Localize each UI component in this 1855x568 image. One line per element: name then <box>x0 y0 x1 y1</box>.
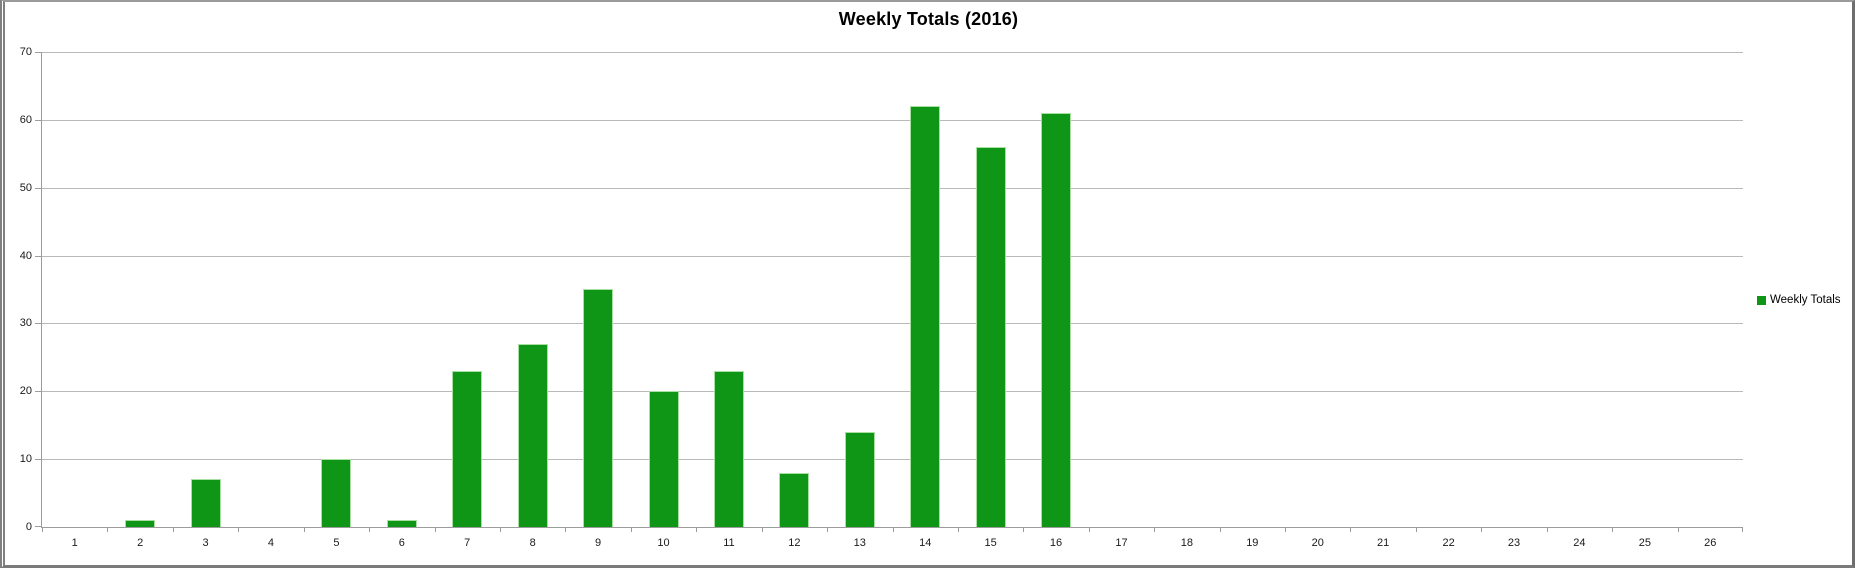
x-axis-tick <box>369 527 370 532</box>
bar-week-15[interactable] <box>975 147 1006 527</box>
x-axis-tick <box>893 527 894 532</box>
x-axis-tick-label: 9 <box>595 537 602 549</box>
x-axis-tick-label: 15 <box>984 537 997 549</box>
x-axis-tick <box>696 527 697 532</box>
legend-label: Weekly Totals <box>1770 294 1841 306</box>
y-axis-tick-label: 50 <box>19 182 32 194</box>
x-axis-tick <box>107 527 108 532</box>
y-axis-tick <box>35 256 42 257</box>
bar-week-5[interactable] <box>321 459 352 527</box>
x-axis-tick <box>827 527 828 532</box>
x-axis-tick <box>1285 527 1286 532</box>
x-axis-tick-label: 22 <box>1442 537 1455 549</box>
bar-week-13[interactable] <box>844 432 875 527</box>
x-axis-tick-label: 25 <box>1638 537 1651 549</box>
y-axis-tick <box>35 120 42 121</box>
y-axis-tick <box>35 188 42 189</box>
x-axis-tick-label: 16 <box>1049 537 1063 549</box>
x-axis-tick <box>762 527 763 532</box>
y-axis-tick-label: 70 <box>19 46 32 58</box>
x-axis-tick-label: 4 <box>267 537 275 549</box>
x-axis-tick-label: 12 <box>788 537 801 549</box>
x-axis-tick-label: 8 <box>529 537 536 549</box>
x-axis-tick-label: 24 <box>1573 537 1586 549</box>
legend-swatch-icon <box>1757 295 1766 305</box>
y-axis-tick <box>35 391 42 392</box>
x-axis-tick-label: 21 <box>1377 537 1390 549</box>
x-axis-tick <box>1678 527 1679 532</box>
y-axis-tick <box>35 459 42 460</box>
x-axis-tick <box>42 527 43 532</box>
x-axis-tick <box>631 527 632 532</box>
bar-week-6[interactable] <box>386 520 417 527</box>
x-axis-tick-label: 5 <box>333 537 340 549</box>
x-axis-tick-label: 7 <box>464 537 471 549</box>
gridline <box>42 188 1743 189</box>
x-axis-tick <box>173 527 174 532</box>
bar-week-2[interactable] <box>125 520 156 527</box>
y-axis-tick-label: 60 <box>19 114 32 126</box>
chart-title: Weekly Totals (2016) <box>838 9 1019 29</box>
x-axis-tick <box>238 527 239 532</box>
bar-week-7[interactable] <box>452 371 483 527</box>
gridline <box>42 323 1743 324</box>
x-axis-tick-label: 10 <box>657 537 670 549</box>
x-axis-tick <box>1481 527 1482 532</box>
gridline <box>42 120 1743 121</box>
gridline <box>42 459 1743 460</box>
gridline <box>42 391 1743 392</box>
y-axis-tick <box>35 526 42 527</box>
y-axis-tick-label: 0 <box>25 521 32 533</box>
bar-week-11[interactable] <box>713 371 744 527</box>
y-axis-tick-label: 20 <box>19 385 32 397</box>
x-axis-tick <box>1089 527 1090 532</box>
x-axis-tick <box>1154 527 1155 532</box>
x-axis-tick-label: 14 <box>919 537 932 549</box>
x-axis-tick <box>958 527 959 532</box>
x-axis-tick-label: 6 <box>398 537 405 549</box>
x-axis-tick-label: 20 <box>1311 537 1324 549</box>
x-axis-tick <box>304 527 305 532</box>
x-axis-tick <box>1416 527 1417 532</box>
gridline <box>42 52 1743 53</box>
x-axis-tick-label: 13 <box>853 537 866 549</box>
x-axis-tick-label: 26 <box>1704 537 1717 549</box>
bar-week-3[interactable] <box>190 479 221 527</box>
y-axis-tick-label: 40 <box>19 250 32 262</box>
x-axis-tick <box>1742 527 1743 532</box>
x-axis-tick <box>1547 527 1548 532</box>
x-axis-tick <box>500 527 501 532</box>
x-axis-tick-label: 3 <box>202 537 209 549</box>
bar-week-16[interactable] <box>1041 113 1072 527</box>
x-axis-tick <box>435 527 436 532</box>
y-axis-tick <box>35 52 42 53</box>
y-axis-tick-label: 30 <box>19 317 32 329</box>
y-axis-tick-label: 10 <box>19 453 32 465</box>
plot-area: 0 10 20 30 40 50 60 70 1 2 3 4 5 6 7 8 9 10 11 12 13 14 15 16 17… <box>20 46 1743 549</box>
x-axis-tick-label: 1 <box>71 537 78 549</box>
x-axis-tick-label: 2 <box>137 537 144 549</box>
x-axis-tick <box>1023 527 1024 532</box>
x-axis-tick <box>1612 527 1613 532</box>
bar-week-10[interactable] <box>648 391 679 527</box>
x-axis-tick-label: 19 <box>1246 537 1259 549</box>
x-axis-tick-label: 17 <box>1115 537 1128 549</box>
bar-week-8[interactable] <box>517 344 548 527</box>
bar-week-9[interactable] <box>583 289 614 527</box>
x-axis-tick <box>1220 527 1221 532</box>
legend[interactable]: Weekly Totals <box>1757 294 1841 306</box>
bar-week-14[interactable] <box>910 106 941 527</box>
x-axis-tick-label: 23 <box>1507 537 1521 549</box>
y-axis-tick <box>35 323 42 324</box>
x-axis-tick <box>565 527 566 532</box>
x-axis-tick-label: 11 <box>723 537 735 549</box>
x-axis-tick <box>1350 527 1351 532</box>
gridline <box>42 256 1743 257</box>
x-axis-tick-label: 18 <box>1180 537 1194 549</box>
bar-week-12[interactable] <box>779 473 810 527</box>
